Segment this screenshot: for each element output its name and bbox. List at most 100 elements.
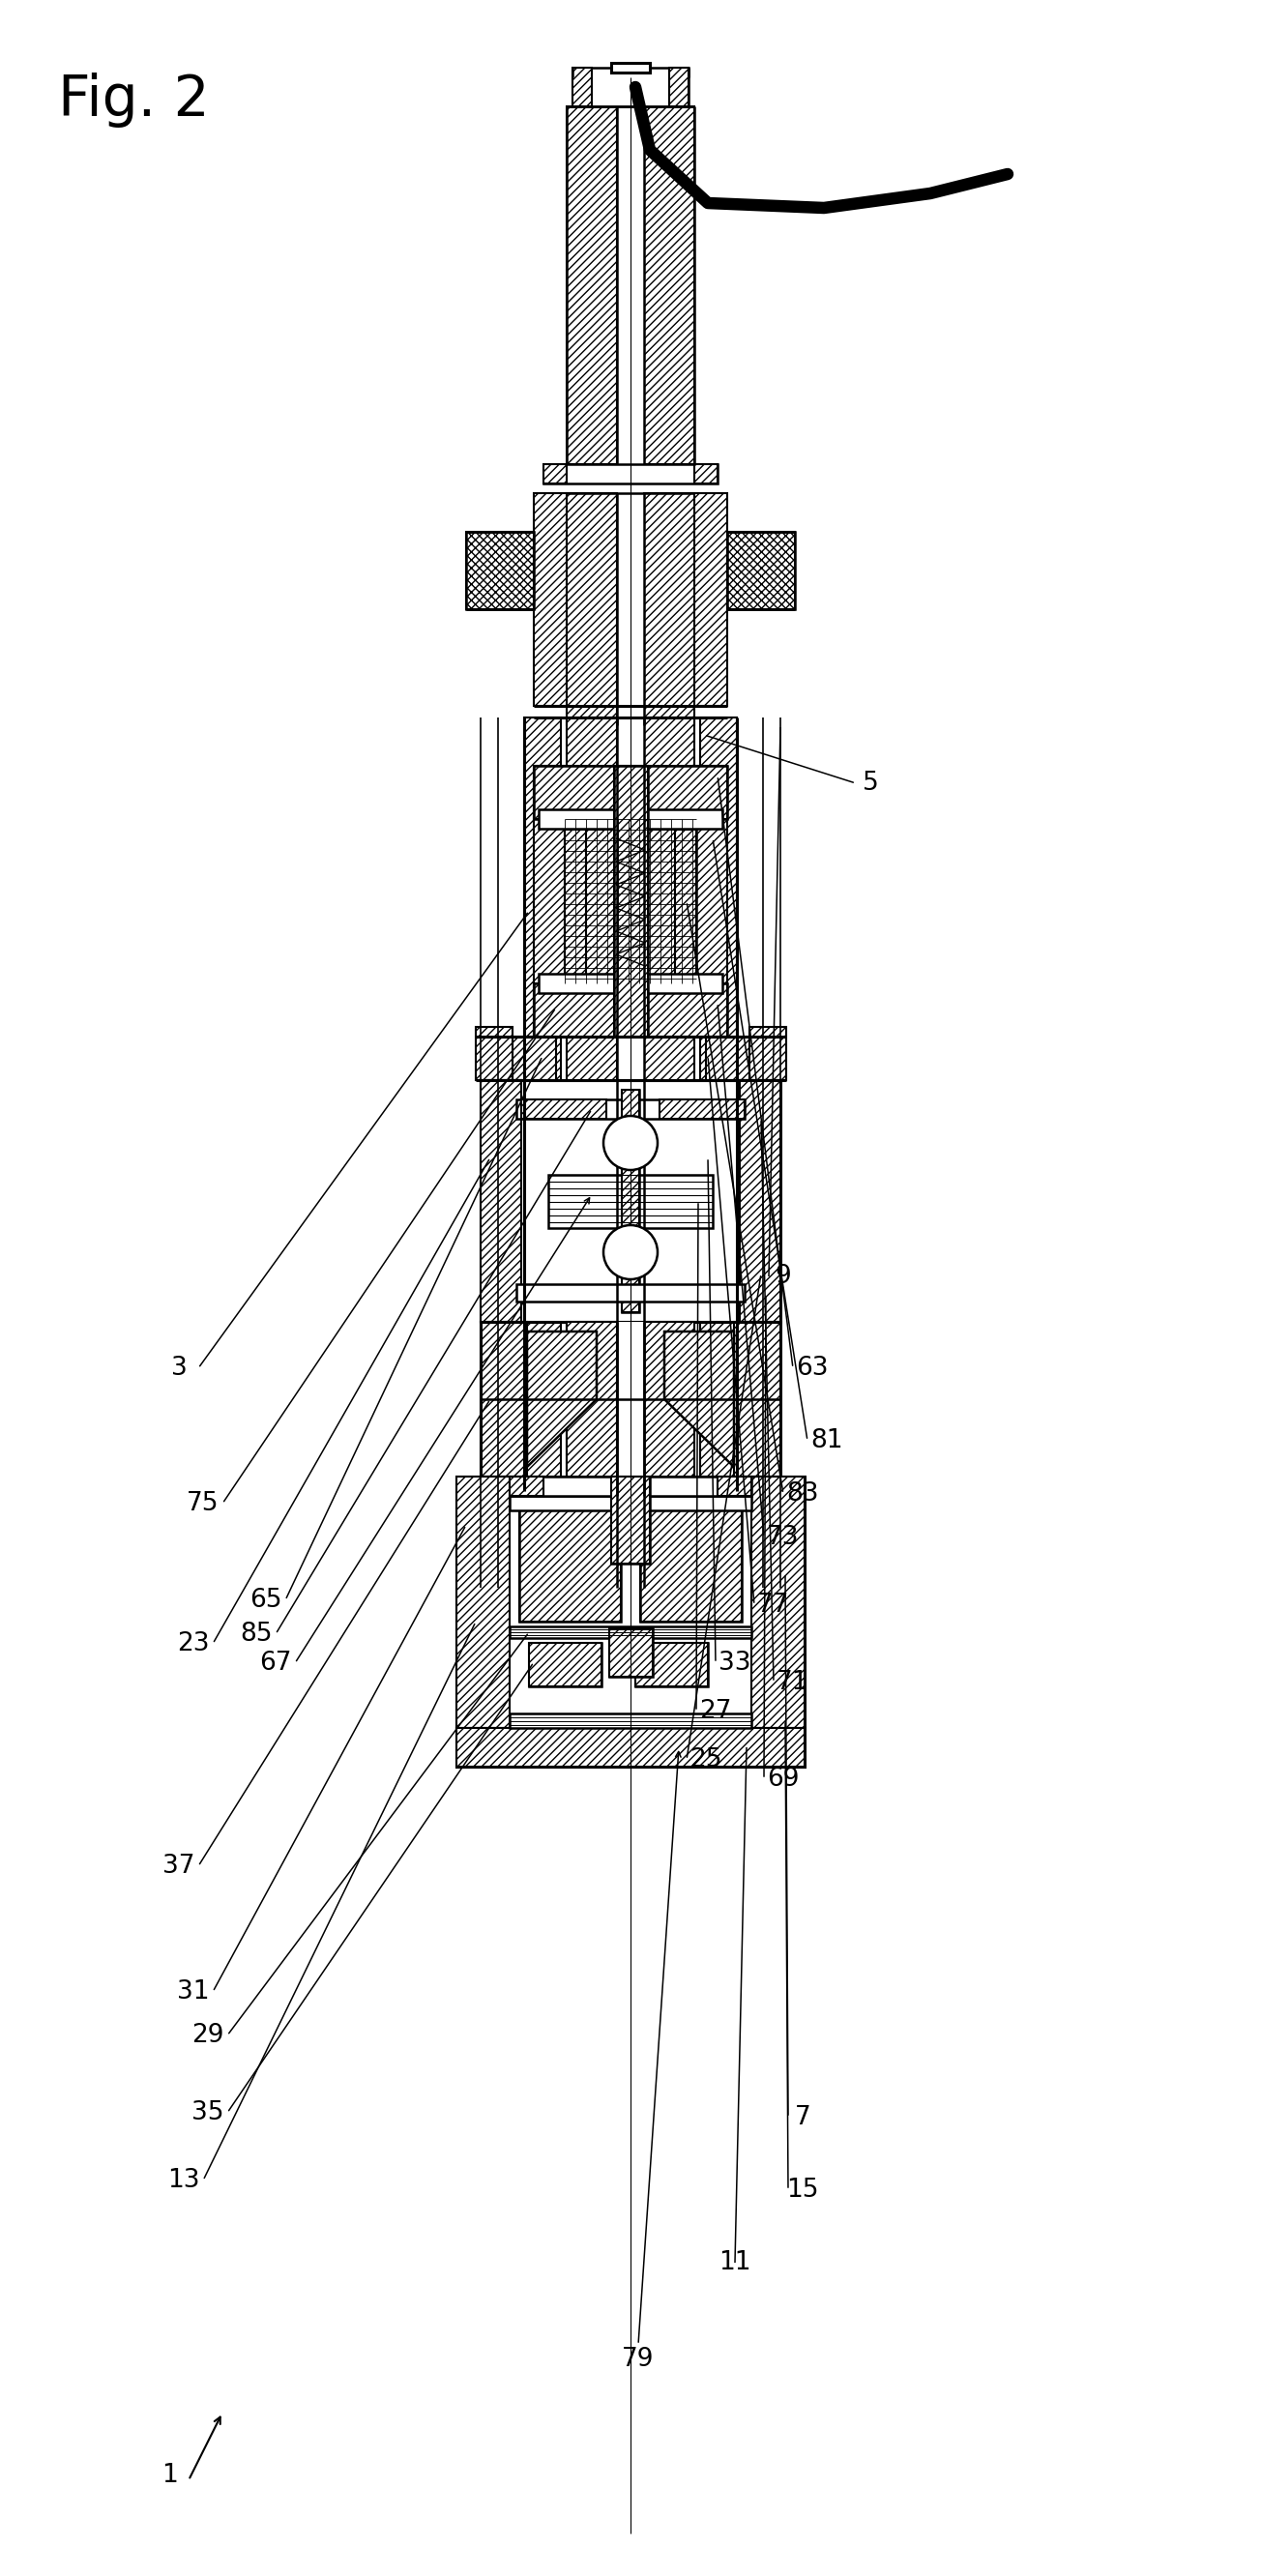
Text: 75: 75 [187,1492,219,1517]
Bar [644,719,695,1587]
Bar [480,1321,781,1476]
Bar [612,62,649,72]
Bar [728,531,794,608]
Bar [567,513,694,629]
Bar [533,984,728,1036]
Bar [675,819,696,984]
Text: 13: 13 [168,2169,200,2192]
Bar [636,1643,707,1687]
Bar [700,719,736,1492]
Bar [480,1079,781,1321]
Text: 3: 3 [170,1355,187,1381]
Bar [696,765,728,1036]
Bar [480,1321,527,1476]
Bar [517,1283,744,1301]
Bar [566,492,617,726]
Text: Fig. 2: Fig. 2 [58,72,209,129]
Text: 73: 73 [767,1525,799,1551]
Bar [752,1476,805,1728]
Bar [565,819,696,984]
Bar [691,492,728,706]
Bar [467,531,533,608]
Bar [517,1100,744,1118]
Bar [695,464,718,484]
Bar [614,765,648,1036]
Bar [718,1476,752,1497]
Bar [543,464,718,484]
Bar [644,106,695,464]
Bar [749,1028,786,1079]
Bar [566,719,617,1587]
Text: 65: 65 [250,1587,282,1613]
Polygon shape [527,1332,596,1466]
Bar [509,1476,752,1497]
Text: 35: 35 [192,2099,224,2125]
Text: 5: 5 [863,770,879,796]
Bar [528,1643,601,1687]
Circle shape [604,1226,657,1280]
Bar [543,464,566,484]
Bar [533,765,728,819]
Bar [509,1713,752,1728]
Bar [509,1476,543,1497]
Bar [617,1321,644,1497]
Bar [533,492,570,706]
Bar [566,106,617,464]
Text: 69: 69 [767,1767,799,1793]
Text: 63: 63 [796,1355,828,1381]
Bar [565,819,586,984]
Text: 29: 29 [192,2022,224,2048]
Bar [572,67,689,106]
Bar [617,106,644,464]
Text: 9: 9 [776,1265,792,1288]
Text: 77: 77 [758,1592,789,1618]
Circle shape [604,1115,657,1170]
Text: 7: 7 [794,2105,811,2130]
Text: 23: 23 [178,1631,209,1656]
Bar [533,765,565,1036]
Bar [528,1643,601,1687]
Text: 81: 81 [811,1427,844,1453]
Bar [614,765,648,1036]
Bar [644,492,695,726]
Bar [617,719,644,1587]
Bar [456,1728,805,1767]
Bar [475,1028,512,1079]
Text: 15: 15 [787,2177,818,2202]
Text: 11: 11 [719,2249,752,2275]
Bar [480,1079,521,1321]
Bar [612,1476,649,1564]
Polygon shape [665,1332,734,1466]
Bar [622,1090,639,1311]
Bar [706,1036,749,1079]
Text: 37: 37 [163,1855,195,1878]
Bar [609,1628,653,1677]
Bar [670,67,689,106]
Text: 83: 83 [787,1481,818,1507]
Text: 1: 1 [161,2463,178,2488]
Bar [533,765,728,819]
Bar [521,1100,607,1118]
Bar [509,1497,752,1510]
Bar [538,809,723,829]
Bar [644,1321,695,1497]
Bar [525,719,561,1492]
Text: 33: 33 [719,1651,752,1677]
Text: 67: 67 [260,1651,291,1677]
Bar [728,531,794,608]
Bar [617,492,644,726]
Bar [512,1036,556,1079]
Text: 85: 85 [240,1623,272,1646]
Bar [509,1625,752,1638]
Bar [467,531,533,608]
Text: 79: 79 [622,2347,654,2372]
Bar [538,974,723,994]
Bar [456,1476,509,1728]
Bar [622,1090,639,1311]
Bar [456,1476,805,1728]
Bar [456,1728,805,1767]
Bar [566,1321,617,1497]
Bar [612,1476,649,1564]
Bar [636,1643,707,1687]
Text: 31: 31 [178,1978,209,2004]
